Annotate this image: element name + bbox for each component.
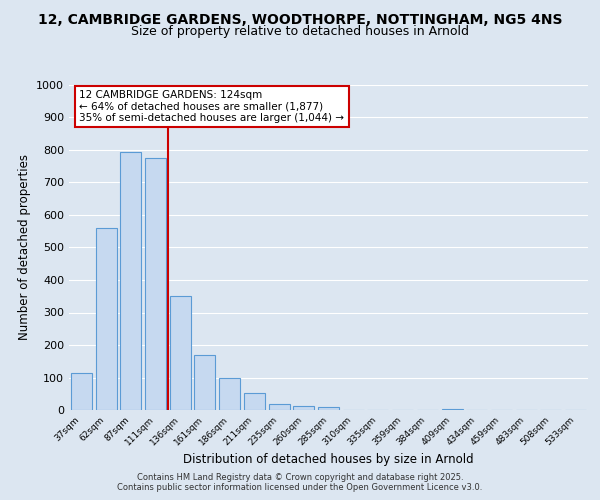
Bar xyxy=(442,409,463,410)
Bar xyxy=(219,378,240,410)
Bar xyxy=(269,404,290,410)
Bar xyxy=(293,406,314,410)
X-axis label: Distribution of detached houses by size in Arnold: Distribution of detached houses by size … xyxy=(183,452,474,466)
Bar xyxy=(170,296,191,410)
Bar xyxy=(120,152,141,410)
Text: 12 CAMBRIDGE GARDENS: 124sqm
← 64% of detached houses are smaller (1,877)
35% of: 12 CAMBRIDGE GARDENS: 124sqm ← 64% of de… xyxy=(79,90,344,123)
Text: 12, CAMBRIDGE GARDENS, WOODTHORPE, NOTTINGHAM, NG5 4NS: 12, CAMBRIDGE GARDENS, WOODTHORPE, NOTTI… xyxy=(38,12,562,26)
Bar xyxy=(244,393,265,410)
Text: Contains public sector information licensed under the Open Government Licence v3: Contains public sector information licen… xyxy=(118,484,482,492)
Bar xyxy=(71,372,92,410)
Bar xyxy=(318,408,339,410)
Text: Size of property relative to detached houses in Arnold: Size of property relative to detached ho… xyxy=(131,25,469,38)
Y-axis label: Number of detached properties: Number of detached properties xyxy=(17,154,31,340)
Bar xyxy=(145,158,166,410)
Bar xyxy=(95,228,116,410)
Bar xyxy=(194,356,215,410)
Text: Contains HM Land Registry data © Crown copyright and database right 2025.: Contains HM Land Registry data © Crown c… xyxy=(137,474,463,482)
